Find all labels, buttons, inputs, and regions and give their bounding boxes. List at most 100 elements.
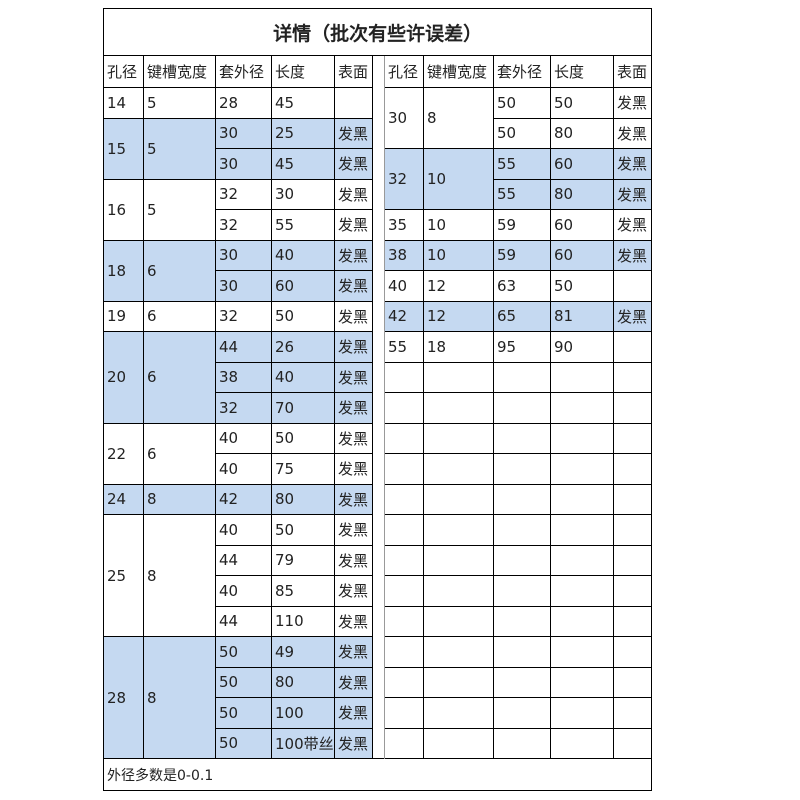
empty-cell (384, 605, 424, 637)
empty-cell (384, 453, 424, 485)
surface: 发黑 (334, 361, 373, 393)
column-header: 套外径 (493, 55, 551, 88)
empty-cell (493, 697, 551, 729)
surface: 发黑 (334, 331, 373, 363)
outer-diameter: 50 (215, 666, 272, 698)
length: 80 (271, 483, 335, 515)
outer-diameter: 32 (215, 178, 272, 210)
empty-cell (384, 697, 424, 729)
empty-cell (612, 514, 653, 546)
length: 90 (550, 331, 614, 363)
surface: 发黑 (334, 514, 373, 546)
empty-cell (550, 361, 614, 393)
outer-diameter: 63 (493, 270, 551, 302)
outer-diameter: 95 (493, 331, 551, 363)
empty-cell (550, 514, 614, 546)
length: 55 (271, 209, 335, 241)
empty-cell (612, 544, 653, 576)
outer-diameter: 30 (215, 239, 272, 271)
surface: 发黑 (334, 727, 373, 759)
surface (334, 87, 373, 119)
empty-cell (384, 727, 424, 759)
slot-width: 10 (423, 148, 494, 210)
empty-cell (612, 727, 653, 759)
slot-width: 6 (143, 331, 216, 424)
empty-cell (493, 544, 551, 576)
hole-diameter: 15 (103, 117, 144, 180)
surface: 发黑 (334, 697, 373, 729)
surface: 发黑 (334, 605, 373, 637)
slot-width: 18 (423, 331, 494, 363)
slot-width: 8 (423, 87, 494, 149)
empty-cell (423, 575, 494, 607)
empty-cell (493, 636, 551, 668)
outer-diameter: 55 (493, 148, 551, 180)
outer-diameter: 65 (493, 300, 551, 332)
outer-diameter: 44 (215, 331, 272, 363)
hole-diameter: 32 (384, 148, 424, 210)
empty-cell (423, 514, 494, 546)
outer-diameter: 32 (215, 209, 272, 241)
outer-diameter: 59 (493, 239, 551, 271)
data-row: 40 75 发黑 (104, 453, 653, 485)
data-row: 14 5 28 45 30 8 50 50 发黑 (103, 87, 653, 149)
empty-cell (612, 605, 653, 637)
empty-cell (423, 666, 494, 698)
slot-width: 12 (423, 270, 494, 302)
length: 40 (271, 239, 335, 271)
outer-diameter: 32 (215, 300, 272, 332)
empty-cell (493, 666, 551, 698)
hole-diameter: 24 (103, 483, 144, 515)
data-row: 16 5 32 30 发黑 55 80 发黑 (103, 178, 653, 241)
empty-cell (423, 453, 494, 485)
data-row: 30 45 发黑 32 10 55 60 发黑 (104, 148, 653, 210)
empty-cell (550, 544, 614, 576)
column-header: 键槽宽度 (423, 55, 494, 88)
surface: 发黑 (612, 300, 653, 332)
hole-diameter: 35 (384, 209, 424, 241)
length: 80 (550, 178, 614, 210)
data-row: 50 100 发黑 (104, 697, 653, 729)
data-row: 44 79 发黑 (104, 544, 653, 576)
length: 60 (271, 270, 335, 302)
empty-cell (423, 636, 494, 668)
hole-diameter: 22 (103, 422, 144, 485)
empty-cell (384, 636, 424, 668)
slot-width: 10 (423, 209, 494, 241)
surface: 发黑 (334, 453, 373, 485)
table-body: 详情（批次有些许误差） 孔径 键槽宽度 套外径 长度 表面 孔径 键槽宽度 套外径 长度 表面 14… (102, 8, 653, 791)
length: 45 (271, 148, 335, 180)
data-row: 50 100带丝 发黑 (104, 727, 653, 759)
empty-cell (384, 514, 424, 546)
empty-cell (493, 453, 551, 485)
empty-cell (612, 636, 653, 668)
outer-diameter: 40 (215, 453, 272, 485)
empty-cell (384, 544, 424, 576)
outer-diameter: 55 (493, 178, 551, 210)
surface: 发黑 (612, 178, 653, 210)
hole-diameter: 20 (103, 331, 144, 424)
outer-diameter: 44 (215, 605, 272, 637)
length: 80 (271, 666, 335, 698)
data-row: 30 60 发黑 40 12 63 50 (104, 270, 653, 302)
empty-cell (493, 483, 551, 515)
surface: 发黑 (334, 636, 373, 668)
outer-diameter: 30 (215, 117, 272, 149)
empty-cell (612, 697, 653, 729)
length: 60 (550, 209, 614, 241)
outer-diameter: 50 (215, 727, 272, 759)
outer-diameter: 30 (215, 270, 272, 302)
data-row: 19 6 32 50 发黑 42 12 65 81 发黑 (103, 300, 653, 332)
data-row: 18 6 30 40 发黑 38 10 59 60 发黑 (103, 239, 653, 302)
data-row: 24 8 42 80 发黑 (103, 483, 653, 515)
empty-cell (612, 483, 653, 515)
empty-cell (612, 392, 653, 424)
surface: 发黑 (334, 483, 373, 515)
data-row: 28 8 50 49 发黑 (103, 636, 653, 759)
surface: 发黑 (612, 117, 653, 149)
outer-diameter: 50 (493, 87, 551, 119)
empty-cell (612, 361, 653, 393)
outer-diameter: 40 (215, 422, 272, 454)
hole-diameter: 16 (103, 178, 144, 241)
